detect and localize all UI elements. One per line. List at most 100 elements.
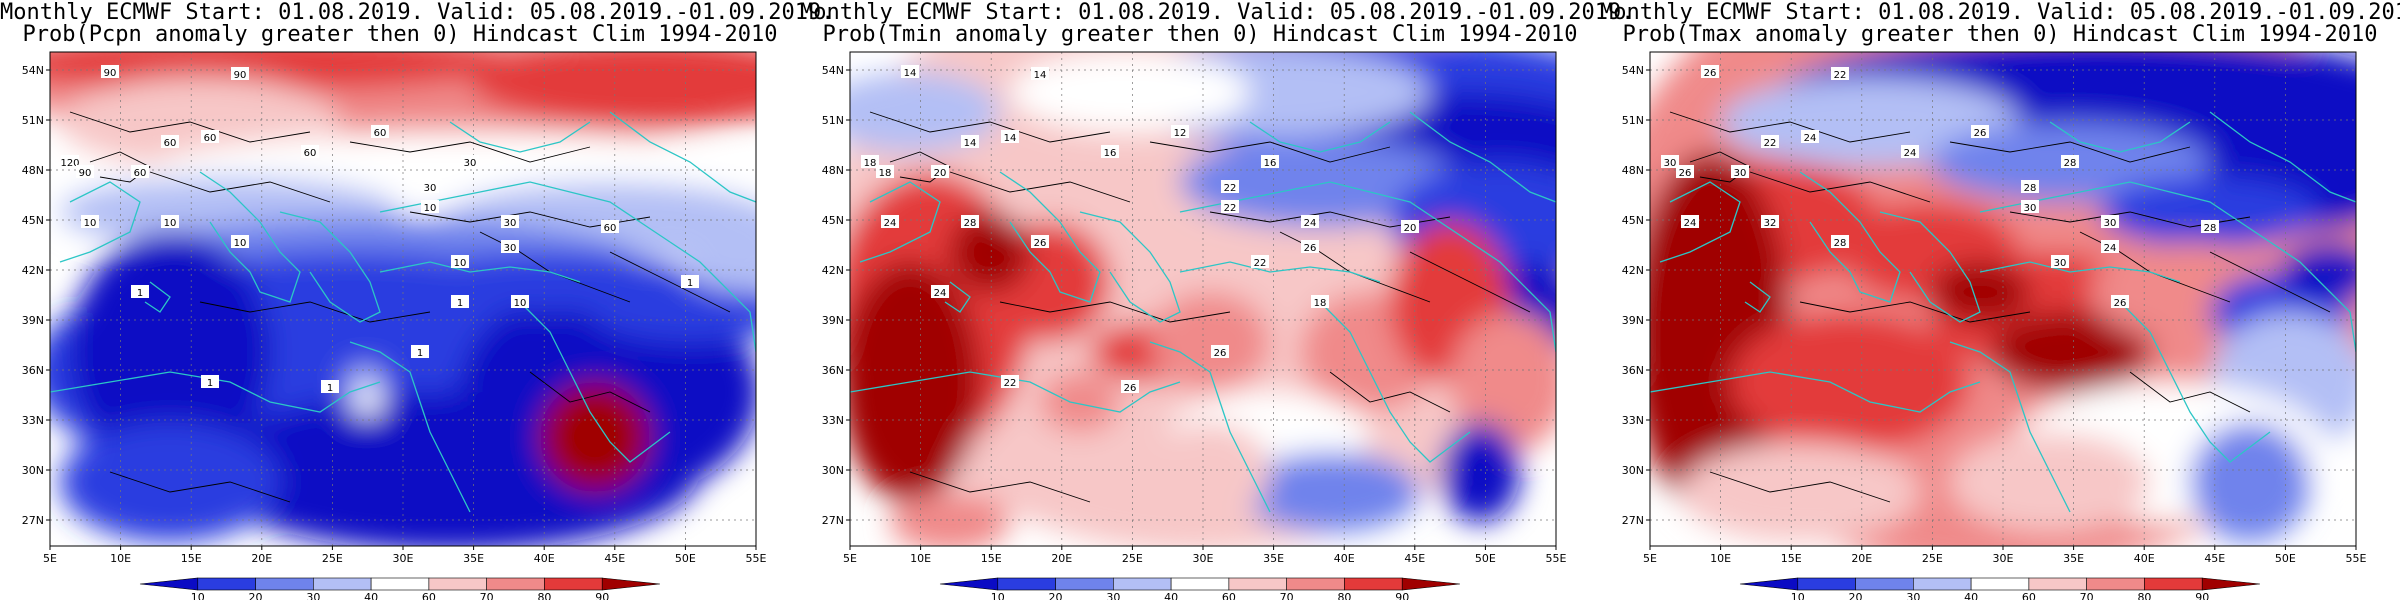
coastline: [1409, 111, 1556, 203]
coastline: [1319, 301, 1471, 463]
contour-label-text: 60: [204, 133, 217, 144]
contour-label-box: [2101, 215, 2119, 228]
contour-label-box: [61, 155, 79, 168]
lat-label: 51N: [822, 114, 844, 127]
contour-label-text: 28: [2024, 183, 2037, 194]
contour-label: 30: [2101, 215, 2119, 229]
lat-label: 36N: [1622, 364, 1644, 377]
contour-label-text: 24: [1684, 218, 1697, 229]
colorbar: 10 20 30 40 60 70 80 90: [1739, 577, 2261, 600]
lat-label: 39N: [22, 314, 44, 327]
contour-label: 26: [1971, 125, 1989, 139]
panel-title-line2: Prob(Tmin anomaly greater then 0) Hindca…: [822, 22, 1578, 47]
coastline: [669, 241, 756, 353]
lon-label: 40E: [534, 552, 555, 565]
contour-label: 90: [76, 165, 94, 179]
lon-label: 5E: [1643, 552, 1657, 565]
contour-label-box: [931, 165, 949, 178]
contour-label-text: 18: [1314, 298, 1327, 309]
coastline: [1879, 211, 1981, 323]
colorbar-arrow-right: [1401, 577, 1461, 591]
contour-label-box: [961, 215, 979, 228]
contour-label-text: 24: [884, 218, 897, 229]
contour-label-text: 22: [1834, 70, 1847, 81]
shade-region: [1240, 452, 1420, 532]
lat-label: 27N: [822, 514, 844, 527]
contour-label-box: [231, 67, 249, 80]
contour-label-box: [681, 275, 699, 288]
colorbar-label: 20: [1049, 591, 1063, 600]
shade-region: [358, 388, 382, 416]
contour-label: 22: [1761, 135, 1779, 149]
contour-label-text: 1: [457, 298, 463, 309]
contour-label: 30: [421, 180, 439, 194]
contour-label-text: 60: [164, 138, 177, 149]
contour-label: 10: [161, 215, 179, 229]
coastline: [1659, 181, 1741, 263]
contour-label-text: 26: [1704, 68, 1717, 79]
lon-label: 35E: [463, 552, 484, 565]
contour-label-box: [451, 255, 469, 268]
lon-label: 5E: [43, 552, 57, 565]
coastline: [1799, 171, 1901, 303]
contour-label: 1: [201, 375, 219, 389]
lat-label: 33N: [822, 414, 844, 427]
lon-label: 15E: [981, 552, 1002, 565]
contour-label-box: [411, 345, 429, 358]
shade-region: [1150, 422, 1270, 522]
contour-line: [949, 171, 1131, 203]
colorbar-label: 60: [1222, 591, 1236, 600]
contour-label-text: 10: [164, 218, 177, 229]
colorbar-arrow-left: [1739, 577, 1799, 591]
shade-region: [1440, 422, 1520, 522]
contour-label: 28: [961, 215, 979, 229]
contour-label-box: [1701, 65, 1719, 78]
contour-label-box: [301, 145, 319, 158]
contour-line: [109, 471, 291, 503]
shade-region: [70, 232, 270, 472]
contour-line: [529, 371, 651, 413]
contour-label: 16: [1101, 145, 1119, 159]
contour-label-text: 90: [104, 68, 117, 79]
contour-label-box: [161, 135, 179, 148]
contour-label-box: [371, 125, 389, 138]
colorbar-arrow-left: [139, 577, 199, 591]
contour-label-box: [1901, 145, 1919, 158]
contour-label-text: 10: [424, 203, 437, 214]
contour-label: 24: [881, 215, 899, 229]
contour-label-box: [231, 235, 249, 248]
lat-label: 33N: [22, 414, 44, 427]
coastline: [144, 281, 171, 313]
contour-label-box: [1221, 180, 1239, 193]
lon-label: 35E: [1263, 552, 1284, 565]
coastline: [2269, 241, 2356, 353]
contour-label-text: 22: [1254, 258, 1267, 269]
contour-label-text: 30: [504, 218, 517, 229]
contour-label: 30: [2021, 200, 2039, 214]
contour-label: 1: [681, 275, 699, 289]
contour-label-text: 22: [1004, 378, 1017, 389]
contour-label: 24: [1801, 130, 1819, 144]
contour-label: 30: [501, 215, 519, 229]
lat-label: 54N: [1622, 64, 1644, 77]
contour-label-box: [1831, 67, 1849, 80]
contour-label-box: [451, 295, 469, 308]
contour-label-box: [601, 220, 619, 233]
contour-label-text: 30: [2024, 203, 2037, 214]
contour-label-text: 32: [1764, 218, 1777, 229]
contour-label-text: 1: [207, 378, 213, 389]
contour-label: 26: [2111, 295, 2129, 309]
contour-label: 1: [451, 295, 469, 309]
lon-label: 35E: [2063, 552, 2084, 565]
colorbar-label: 10: [1791, 591, 1805, 600]
panel-tmax: Monthly ECMWF Start: 01.08.2019. Valid: …: [1600, 0, 2400, 600]
lon-label: 25E: [1922, 552, 1943, 565]
coastline: [1179, 261, 1381, 283]
contour-label-box: [501, 215, 519, 228]
colorbar-segment: [313, 577, 372, 591]
lon-label: 50E: [675, 552, 696, 565]
contour-label-text: 30: [2104, 218, 2117, 229]
contour-label-box: [1031, 235, 1049, 248]
colorbar-label: 70: [480, 591, 494, 600]
contour-label-text: 14: [1034, 70, 1047, 81]
